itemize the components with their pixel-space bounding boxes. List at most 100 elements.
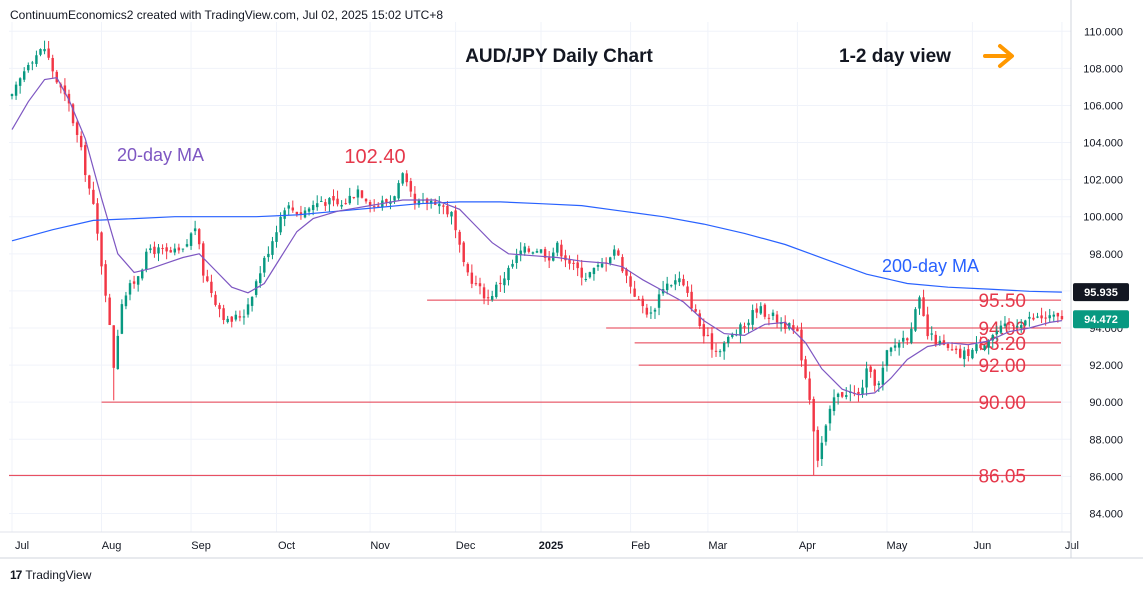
candle-body <box>238 316 242 318</box>
candle-body <box>104 264 107 296</box>
candle-body <box>287 205 290 209</box>
candle-body <box>1007 323 1011 325</box>
x-tick-label: Nov <box>370 540 390 552</box>
candle-body <box>816 429 819 461</box>
x-tick-label: Jul <box>15 540 29 552</box>
candle-body <box>975 344 978 352</box>
candle-body <box>836 393 840 397</box>
ma200-line <box>11 201 1062 293</box>
candle-body <box>507 267 510 281</box>
candle-body <box>971 349 974 359</box>
candle-body <box>1032 317 1035 320</box>
candle-body <box>320 200 323 202</box>
level-label: 94.00 <box>978 319 1026 340</box>
candle-body <box>767 317 771 319</box>
candle-body <box>124 295 128 307</box>
candle-body <box>739 324 742 336</box>
candle-body <box>31 62 34 64</box>
candle-body <box>958 348 962 358</box>
candle-body <box>930 333 933 335</box>
candle-body <box>100 232 103 267</box>
candle-body <box>136 276 140 285</box>
candle-body <box>43 48 46 52</box>
candle-body <box>845 395 848 397</box>
candle-body <box>531 252 535 254</box>
candle-body <box>840 392 844 397</box>
candle-body <box>429 200 433 204</box>
candle-body <box>132 281 136 284</box>
candle-body <box>995 331 999 335</box>
candle-body <box>283 210 286 219</box>
candle-body <box>291 207 295 211</box>
candle-body <box>1060 316 1064 320</box>
candle-body <box>527 248 531 252</box>
candle-body <box>1044 317 1047 319</box>
candle-body <box>165 247 168 252</box>
y-tick-label: 98.000 <box>1089 249 1123 261</box>
y-tick-label: 90.000 <box>1089 397 1123 409</box>
candle-body <box>259 273 262 284</box>
candle-body <box>926 314 929 337</box>
candle-body <box>197 229 201 245</box>
chart-title: AUD/JPY Daily Chart <box>465 46 653 67</box>
tradingview-footer[interactable]: 17 TradingView <box>10 568 91 582</box>
chart-attribution: ContinuumEconomics2 created with Trading… <box>10 8 444 22</box>
candle-body <box>307 208 311 212</box>
candle-body <box>356 189 360 198</box>
candle-body <box>828 408 832 424</box>
candle-body <box>271 241 274 255</box>
candle-body <box>796 328 799 332</box>
x-tick-label: Feb <box>631 540 650 552</box>
candle-body <box>88 175 91 189</box>
candle-body <box>763 304 767 317</box>
candle-body <box>755 308 758 313</box>
candle-body <box>63 85 67 95</box>
candle-body <box>92 189 95 204</box>
x-tick-label: Aug <box>102 540 122 552</box>
candle-body <box>657 294 661 308</box>
candle-body <box>751 310 754 325</box>
candle-body <box>942 340 946 345</box>
x-tick-label: Sep <box>191 540 211 552</box>
y-tick-label: 110.000 <box>1084 26 1123 38</box>
candle-body <box>393 196 396 201</box>
candle-body <box>588 272 592 278</box>
candle-body <box>47 48 50 58</box>
y-tick-label: 86.000 <box>1089 471 1123 483</box>
candle-body <box>242 316 246 318</box>
candle-body <box>169 250 172 253</box>
x-tick-label: Jun <box>974 540 992 552</box>
candle-body <box>218 305 221 310</box>
ma200-price-label: 95.935 <box>1084 287 1118 299</box>
candle-body <box>1024 320 1027 326</box>
candle-body <box>210 281 213 294</box>
candle-body <box>417 200 421 205</box>
candle-body <box>950 349 954 351</box>
candle-body <box>71 104 75 124</box>
candle-body <box>35 55 38 64</box>
tradingview-logo-icon: 17 <box>10 568 22 582</box>
candle-body <box>141 269 144 279</box>
candle-body <box>478 283 482 287</box>
candle-body <box>800 329 803 361</box>
x-tick-label: Jul <box>1065 540 1079 552</box>
candle-body <box>84 145 87 176</box>
y-tick-label: 88.000 <box>1089 434 1123 446</box>
x-tick-label: Mar <box>708 540 727 552</box>
candle-body <box>808 378 811 400</box>
candle-body <box>442 205 445 207</box>
candle-body <box>881 367 885 385</box>
candle-body <box>771 312 775 317</box>
candle-body <box>1040 315 1043 319</box>
candle-body <box>914 309 917 331</box>
candle-body <box>596 265 600 267</box>
candle-body <box>547 257 551 261</box>
candle-body <box>979 344 982 349</box>
ma20-line <box>11 76 1062 396</box>
level-label: 92.00 <box>978 356 1026 377</box>
candle-body <box>670 285 673 287</box>
candle-body <box>336 198 339 205</box>
candle-body <box>495 284 498 298</box>
